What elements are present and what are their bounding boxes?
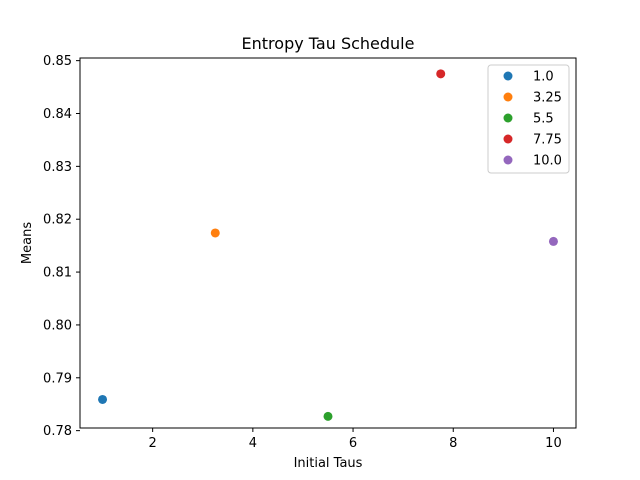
- legend-label: 1.0: [533, 70, 554, 85]
- x-axis-ticks: 2 4 6 8 10: [149, 428, 562, 451]
- legend-label: 7.75: [533, 133, 562, 148]
- y-tick-label: 0.84: [43, 107, 72, 122]
- y-axis-ticks: 0.78 0.79 0.80 0.81 0.82 0.83 0.84 0.85: [43, 54, 80, 439]
- y-tick-label: 0.80: [43, 318, 72, 333]
- y-tick-label: 0.78: [43, 424, 72, 439]
- x-axis-label: Initial Taus: [294, 456, 363, 471]
- plot-area-frame: [79, 57, 577, 429]
- x-tick-label: 8: [449, 436, 457, 451]
- legend-marker: [503, 92, 513, 102]
- chart-title: Entropy Tau Schedule: [242, 34, 415, 53]
- legend-marker: [503, 71, 513, 81]
- x-tick-label: 6: [349, 436, 357, 451]
- y-tick-label: 0.85: [43, 54, 72, 69]
- data-point-5.5: [323, 411, 333, 421]
- data-point-3.25: [210, 228, 220, 238]
- legend-label: 10.0: [533, 154, 562, 169]
- data-point-7.75: [436, 69, 446, 79]
- x-tick-label: 4: [249, 436, 257, 451]
- legend-marker: [503, 134, 513, 144]
- data-point-1.0: [98, 394, 108, 404]
- y-tick-label: 0.83: [43, 160, 72, 175]
- legend: 1.0 3.25 5.5 7.75 10.0: [487, 64, 570, 174]
- legend-label: 3.25: [533, 91, 562, 106]
- x-tick-label: 2: [149, 436, 157, 451]
- legend-box: [487, 64, 570, 174]
- y-tick-label: 0.79: [43, 371, 72, 386]
- data-point-10.0: [548, 236, 558, 246]
- y-tick-label: 0.82: [43, 213, 72, 228]
- legend-label: 5.5: [533, 112, 554, 127]
- y-axis-label: Means: [20, 222, 35, 264]
- data-points: [98, 69, 558, 421]
- legend-marker: [503, 113, 513, 123]
- legend-marker: [503, 155, 513, 165]
- x-tick-label: 10: [545, 436, 562, 451]
- y-tick-label: 0.81: [43, 266, 72, 281]
